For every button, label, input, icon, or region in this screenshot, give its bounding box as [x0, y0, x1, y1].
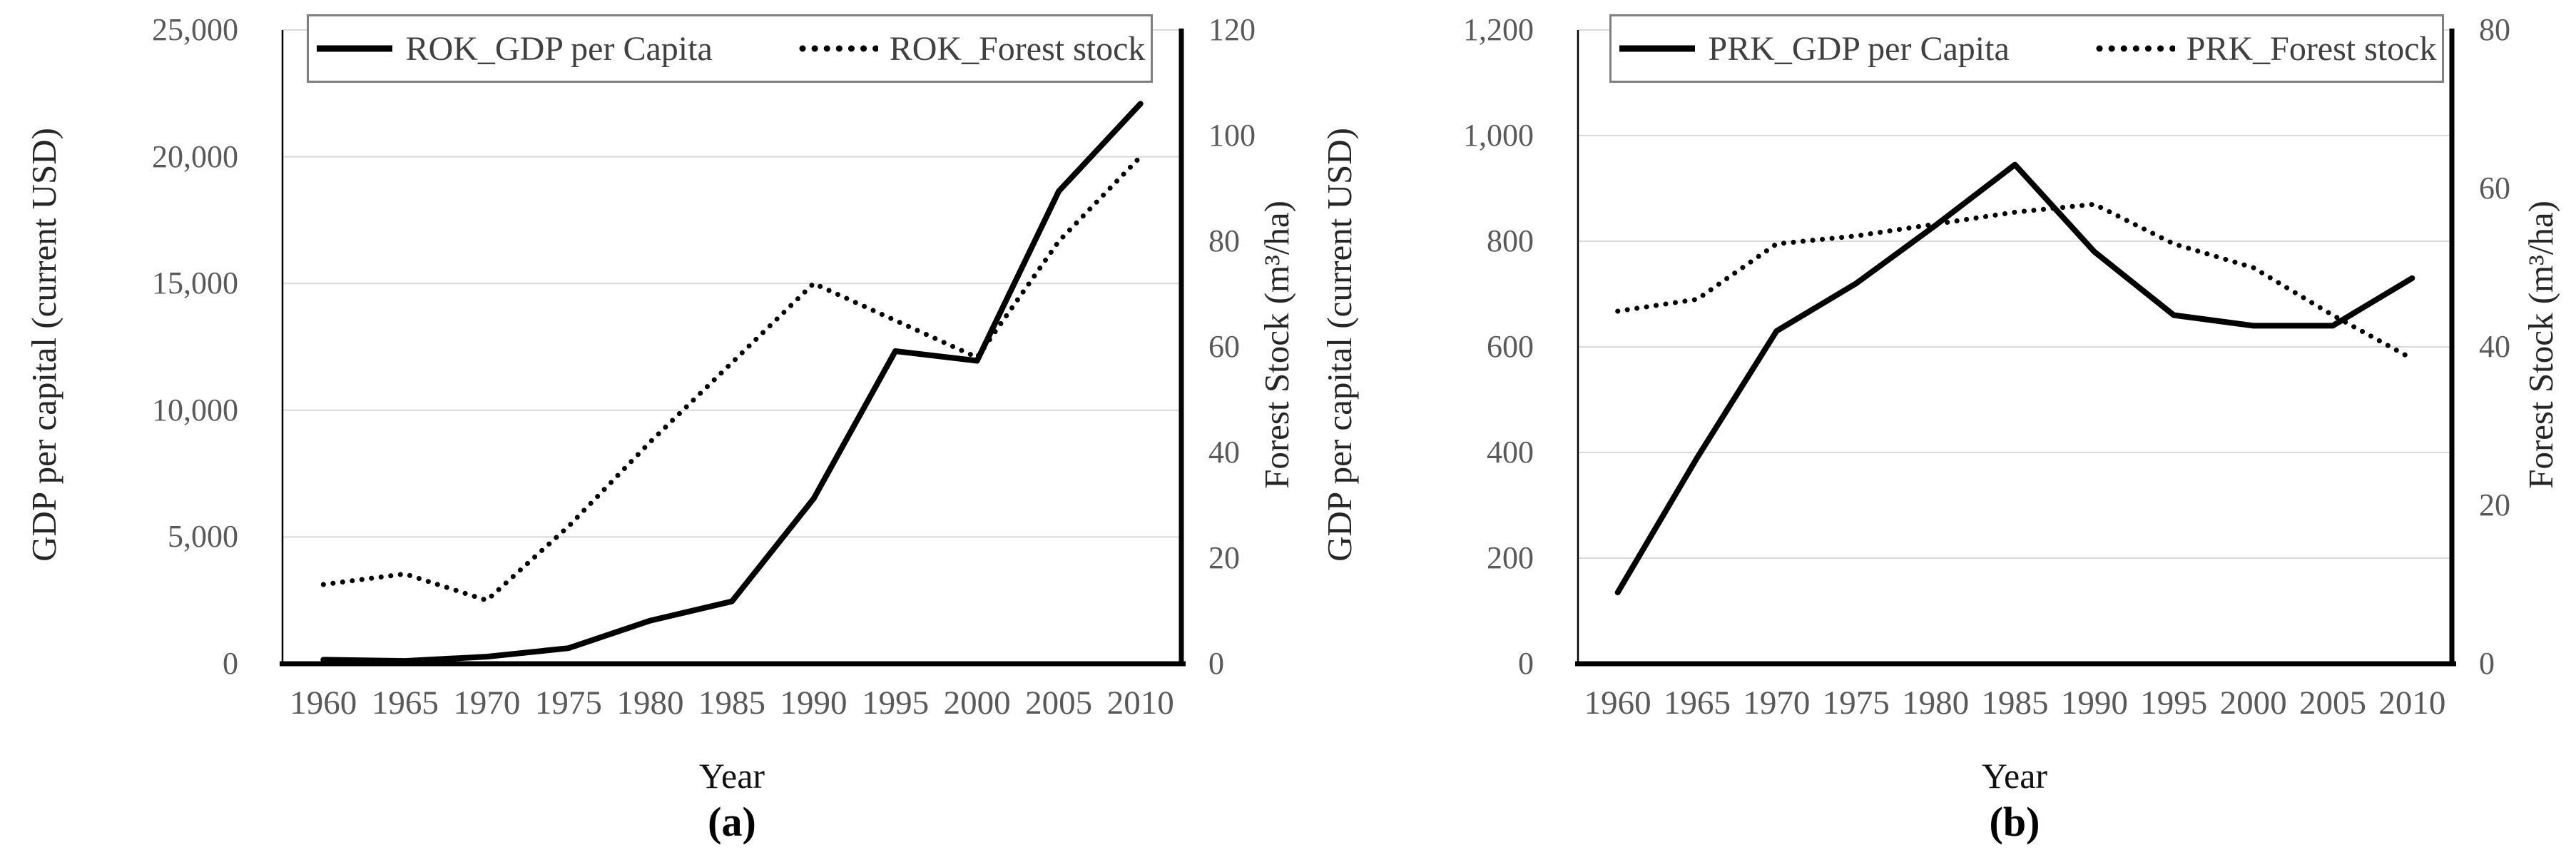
x-tick-label: 2010: [1106, 684, 1174, 722]
y-left-tick-label: 800: [1487, 223, 1534, 258]
legend-label-rok-forest: ROK_Forest stock: [889, 29, 1146, 68]
legend-label-prk-forest: PRK_Forest stock: [2186, 29, 2437, 68]
series-prk-forest-stock: [1615, 201, 2415, 362]
x-tick-label: 1960: [1584, 684, 1651, 722]
y-left-tick-label: 1,000: [1463, 118, 1534, 153]
y-left-tick-label: 20,000: [152, 138, 238, 174]
y-left-tick-label: 200: [1487, 540, 1534, 575]
x-tick-label: 1975: [534, 684, 602, 722]
x-tick-label: 1970: [453, 684, 521, 722]
x-tick-label: 1995: [2140, 684, 2208, 722]
y-left-tick-label: 1,200: [1463, 12, 1534, 47]
solid-line-swatch: [316, 45, 392, 52]
x-tick-label: 1990: [2060, 684, 2128, 722]
x-tick-label: 1975: [1822, 684, 1890, 722]
caption-a: (a): [708, 799, 756, 845]
caption-b: (b): [1989, 799, 2040, 845]
x-tick-label: 1965: [1664, 684, 1731, 722]
y-right-tick-label: 20: [2479, 487, 2510, 522]
legend-entry-rok-gdp: ROK_GDP per Capita: [315, 29, 713, 69]
y-left-tick-label: 600: [1487, 329, 1534, 364]
legend-label-rok-gdp: ROK_GDP per Capita: [405, 29, 713, 68]
legend-panel-b: PRK_GDP per Capita PRK_Forest stock: [1609, 14, 2444, 83]
x-tick-label: 1960: [290, 684, 357, 722]
y-right-tick-label: 20: [1208, 540, 1240, 575]
legend-entry-prk-forest: PRK_Forest stock: [2095, 29, 2437, 69]
x-tick-label: 1965: [371, 684, 439, 722]
y-right-tick-label: 60: [2479, 171, 2510, 206]
x-tick-label: 1985: [1981, 684, 2049, 722]
dotted-line-swatch: [799, 45, 878, 52]
dotted-line-swatch: [2096, 45, 2175, 52]
x-tick-label: 2005: [2298, 684, 2366, 722]
x-tick-label: 1970: [1743, 684, 1811, 722]
y-right-tick-label: 100: [1208, 118, 1256, 153]
x-tick-label: 2000: [943, 684, 1011, 722]
x-tick-label: 2000: [2219, 684, 2287, 722]
legend-panel-a: ROK_GDP per Capita ROK_Forest stock: [307, 14, 1153, 83]
x-axis-title-b: Year: [1981, 756, 2048, 796]
y-right-tick-label: 80: [2479, 12, 2510, 47]
x-tick-label: 1995: [862, 684, 930, 722]
y-left-tick-label: 25,000: [152, 12, 238, 47]
y-left-tick-label: 10,000: [152, 392, 238, 427]
legend-entry-prk-gdp: PRK_GDP per Capita: [1617, 29, 2010, 69]
x-tick-label: 2010: [2378, 684, 2446, 722]
y-right-tick-label: 80: [1208, 223, 1240, 258]
y-right-tick-label: 40: [1208, 435, 1240, 470]
y-left-tick-label: 15,000: [152, 265, 238, 301]
x-tick-label: 1980: [1902, 684, 1970, 722]
y-left-tick-label: 0: [1518, 646, 1534, 681]
y-left-tick-label: 0: [223, 646, 238, 681]
series-rok-gdp-per-capita: [320, 101, 1144, 664]
y-axis-title-left-a: GDP per capital (current USD): [24, 128, 64, 562]
legend-entry-rok-forest: ROK_Forest stock: [798, 29, 1146, 69]
series-rok-forest-stock: [320, 154, 1144, 604]
solid-line-swatch: [1619, 45, 1695, 52]
series-prk-gdp-per-capita: [1614, 161, 2415, 596]
y-right-tick-label: 0: [2479, 646, 2495, 681]
y-right-tick-label: 60: [1208, 329, 1240, 364]
x-tick-label: 1980: [616, 684, 684, 722]
x-tick-label: 1990: [780, 684, 847, 722]
x-tick-label: 1985: [698, 684, 765, 722]
x-tick-label: 2005: [1025, 684, 1093, 722]
legend-label-prk-gdp: PRK_GDP per Capita: [1708, 29, 2010, 68]
y-right-tick-label: 120: [1208, 12, 1256, 47]
y-right-tick-label: 40: [2479, 329, 2510, 364]
y-left-tick-label: 400: [1487, 435, 1534, 470]
y-left-tick-label: 5,000: [168, 519, 238, 555]
y-right-tick-label: 0: [1208, 646, 1224, 681]
x-axis-title-a: Year: [698, 756, 765, 796]
